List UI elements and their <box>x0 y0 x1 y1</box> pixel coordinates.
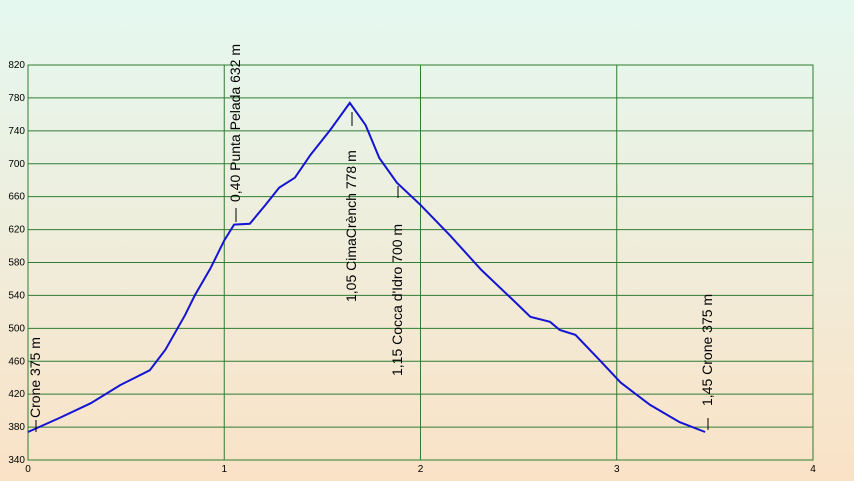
y-tick-label: 660 <box>8 192 25 203</box>
y-tick-label: 540 <box>8 290 25 301</box>
y-tick-label: 740 <box>8 126 25 137</box>
y-tick-label: 620 <box>8 225 25 236</box>
x-tick-label: 0 <box>25 464 31 475</box>
y-tick-label: 580 <box>8 258 25 269</box>
y-tick-label: 460 <box>8 356 25 367</box>
y-tick-label: 380 <box>8 422 25 433</box>
y-tick-label: 820 <box>8 60 25 71</box>
annotation: 1,45 Crone 375 m <box>699 294 715 406</box>
plot-frame <box>27 64 814 461</box>
x-tick-label: 1 <box>221 464 227 475</box>
y-tick-label: 340 <box>8 455 25 466</box>
profile-line <box>27 101 706 433</box>
x-tick-label: 3 <box>614 464 620 475</box>
annotation: Crone 375 m <box>27 337 43 418</box>
y-tick-label: 420 <box>8 389 25 400</box>
y-tick-label: 700 <box>8 159 25 170</box>
x-tick-label: 4 <box>810 464 816 475</box>
annotation: 1,05 CimaCrènch 778 m <box>343 150 359 302</box>
y-tick-label: 780 <box>8 93 25 104</box>
x-tick-label: 2 <box>418 464 424 475</box>
annotation: 1,15 Cocca d'Idro 700 m <box>389 224 405 376</box>
annotation: 0,40 Punta Pelada 632 m <box>227 44 243 202</box>
y-tick-label: 500 <box>8 323 25 334</box>
